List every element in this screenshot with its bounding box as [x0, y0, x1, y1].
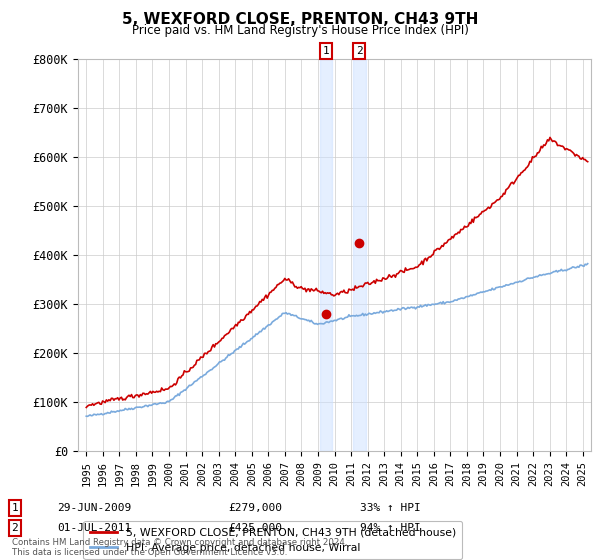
Text: 5, WEXFORD CLOSE, PRENTON, CH43 9TH: 5, WEXFORD CLOSE, PRENTON, CH43 9TH	[122, 12, 478, 27]
Text: 1: 1	[11, 503, 19, 513]
Text: 94% ↑ HPI: 94% ↑ HPI	[360, 523, 421, 533]
Legend: 5, WEXFORD CLOSE, PRENTON, CH43 9TH (detached house), HPI: Average price, detach: 5, WEXFORD CLOSE, PRENTON, CH43 9TH (det…	[83, 521, 463, 559]
Text: 29-JUN-2009: 29-JUN-2009	[57, 503, 131, 513]
Text: 01-JUL-2011: 01-JUL-2011	[57, 523, 131, 533]
Text: 1: 1	[323, 46, 329, 56]
Text: Contains HM Land Registry data © Crown copyright and database right 2024.
This d: Contains HM Land Registry data © Crown c…	[12, 538, 347, 557]
Text: 2: 2	[356, 46, 362, 56]
Text: 2: 2	[11, 523, 19, 533]
Bar	[353, 59, 365, 451]
Text: £425,000: £425,000	[228, 523, 282, 533]
Bar	[320, 59, 332, 451]
Text: Price paid vs. HM Land Registry's House Price Index (HPI): Price paid vs. HM Land Registry's House …	[131, 24, 469, 37]
Text: £279,000: £279,000	[228, 503, 282, 513]
Text: 33% ↑ HPI: 33% ↑ HPI	[360, 503, 421, 513]
